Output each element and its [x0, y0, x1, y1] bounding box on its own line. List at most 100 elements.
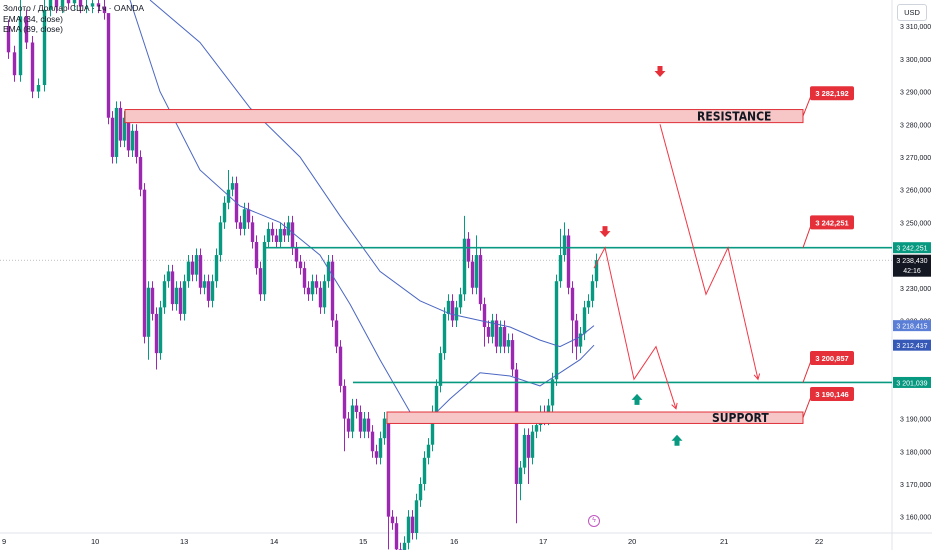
symbol-title[interactable]: Золото / Доллар США · 1ч · OANDA	[3, 3, 145, 13]
candle-body	[342, 385, 347, 419]
price-tag	[893, 254, 931, 277]
candle-body	[402, 542, 407, 550]
candle-body	[214, 255, 219, 282]
candle-body	[230, 183, 235, 190]
candle-body	[438, 353, 443, 386]
candle-body	[574, 320, 579, 347]
currency-button[interactable]: USD	[897, 4, 927, 21]
time-tick-label: 21	[720, 537, 728, 546]
candle-body	[166, 271, 171, 282]
candle-body	[374, 451, 379, 458]
candle-body	[366, 418, 371, 432]
candle-body	[6, 26, 11, 53]
price-tag-label: 3 212,437	[896, 343, 927, 350]
price-tag-label: 3 201,039	[896, 380, 927, 387]
candle-body	[334, 320, 339, 347]
lower-tag-label: 3 200,857	[815, 354, 848, 363]
candle-body	[346, 418, 351, 432]
price-tick-label: 3 170,000	[900, 482, 931, 489]
candle-body	[190, 261, 195, 275]
candle-body	[326, 261, 331, 282]
candle-body	[66, 0, 71, 4]
candles	[6, 0, 599, 550]
ema-fast-line	[129, 0, 595, 420]
candle-body	[72, 0, 77, 4]
candle-body	[322, 281, 327, 308]
candle-body	[582, 307, 587, 334]
resistance-tag-label: 3 282,192	[815, 89, 848, 98]
candle-body	[126, 117, 131, 151]
candle-body	[530, 431, 535, 458]
candle-body	[442, 313, 447, 354]
price-tick-label: 3 310,000	[900, 24, 931, 31]
candle-body	[330, 261, 335, 321]
candle-body	[462, 238, 467, 295]
ema-fast-legend[interactable]: EMA (34, close)	[3, 13, 63, 24]
candle-body	[414, 500, 419, 533]
candle-body	[194, 255, 199, 275]
candle-body	[390, 516, 395, 524]
candle-body	[550, 379, 555, 406]
candle-body	[186, 261, 191, 282]
candle-body	[24, 16, 29, 43]
price-tick-label: 3 280,000	[900, 122, 931, 129]
resistance-tag	[810, 86, 854, 101]
candle-body	[30, 42, 35, 92]
candle-body	[578, 333, 583, 347]
candle-body	[310, 281, 315, 295]
candle-body	[518, 467, 523, 484]
candle-body	[174, 287, 179, 305]
candle-body	[506, 340, 511, 347]
candle-body	[586, 300, 591, 308]
candle-body	[514, 369, 519, 484]
candle-body	[534, 425, 539, 432]
candle-body	[302, 268, 307, 288]
price-tag	[893, 376, 931, 388]
time-tick-label: 9	[2, 537, 6, 546]
candle-body	[314, 281, 319, 288]
candle-body	[12, 52, 17, 76]
time-tick-label: 17	[539, 537, 547, 546]
candle-body	[96, 3, 101, 7]
support-tag-label: 3 190,146	[815, 390, 848, 399]
time-tick-label: 13	[180, 537, 188, 546]
candle-body	[406, 516, 411, 543]
price-tag-label: 3 238,430	[896, 258, 927, 265]
candle-body	[422, 457, 427, 484]
candle-body	[294, 248, 299, 262]
candle-body	[162, 281, 167, 308]
candle-body	[246, 209, 251, 223]
candle-body	[446, 300, 451, 314]
candle-body	[490, 320, 495, 337]
candle-body	[526, 434, 531, 458]
candle-body	[18, 16, 23, 76]
price-tick-label: 3 270,000	[900, 155, 931, 162]
support-label: SUPPORT	[712, 411, 769, 425]
candle-body	[454, 307, 459, 321]
candle-body	[558, 255, 563, 282]
candle-body	[522, 434, 527, 468]
candle-body	[502, 326, 507, 347]
candle-body	[218, 222, 223, 256]
ema-slow-line	[149, 0, 595, 348]
candle-body	[202, 281, 207, 288]
candle-body	[142, 189, 147, 337]
candle-body	[358, 412, 363, 432]
candle-body	[182, 281, 187, 314]
ema-slow-legend[interactable]: EMA (89, close)	[3, 24, 63, 34]
candle-body	[170, 271, 175, 305]
candle-body	[378, 438, 383, 458]
candle-body	[222, 202, 227, 223]
candle-body	[150, 287, 155, 314]
price-tick-label: 3 190,000	[900, 417, 931, 424]
down-arrow-icon	[599, 226, 611, 238]
candle-body	[458, 294, 463, 308]
time-tick-label: 16	[450, 537, 458, 546]
candle-body	[594, 260, 599, 282]
candle-body	[90, 3, 95, 7]
candle-body	[106, 13, 111, 118]
lightning-icon[interactable]: ϟ	[588, 515, 600, 527]
candle-body	[418, 483, 423, 501]
